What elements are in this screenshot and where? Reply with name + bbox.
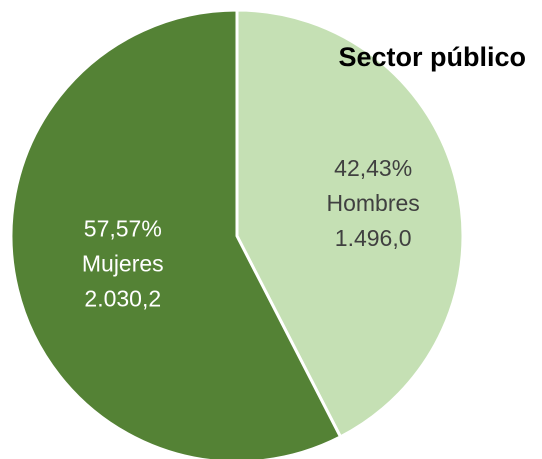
slice-label-percent-hombres: 42,43% xyxy=(334,155,412,181)
slice-label-value-hombres: 1.496,0 xyxy=(335,225,412,251)
pie-slice-mujeres xyxy=(9,8,343,459)
chart-title: Sector público xyxy=(338,42,526,72)
pie-slices xyxy=(9,8,465,459)
pie-slice-hombres xyxy=(235,8,465,439)
pie-labels: 42,43% Hombres 1.496,0 57,57% Mujeres 2.030,2 xyxy=(82,155,420,312)
slice-label-name-hombres: Hombres xyxy=(327,190,420,216)
slice-label-percent-mujeres: 57,57% xyxy=(84,216,162,242)
slice-label-name-mujeres: Mujeres xyxy=(82,251,164,277)
slice-label-value-mujeres: 2.030,2 xyxy=(84,286,161,312)
